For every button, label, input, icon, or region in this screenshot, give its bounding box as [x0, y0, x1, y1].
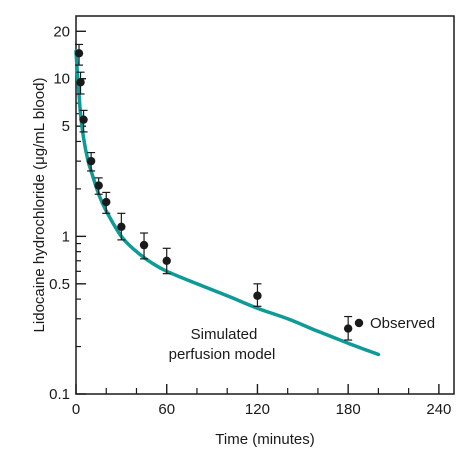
legend-observed-marker: [354, 318, 364, 328]
observed-point: [343, 315, 353, 341]
legend: Observed: [354, 315, 435, 332]
y-tick-label: 5: [62, 118, 70, 135]
x-tick-label: 60: [158, 401, 175, 418]
legend-observed-label: Observed: [370, 315, 435, 332]
model-annotation: Simulated perfusion model: [169, 326, 276, 363]
y-tick-label: 20: [53, 23, 70, 40]
observed-point: [76, 71, 85, 95]
observed-point: [74, 43, 84, 66]
plot-border: [75, 15, 455, 395]
x-tick-label: 240: [426, 401, 451, 418]
x-tick-label: 0: [72, 401, 80, 418]
observed-point-marker: [253, 291, 262, 300]
plot-frame: [75, 15, 455, 395]
y-tick-label: 0.1: [49, 386, 70, 403]
y-tick-label: 1: [62, 228, 70, 245]
observed-point: [79, 109, 88, 133]
observed-point-marker: [162, 256, 171, 265]
model-annotation-line-1: Simulated: [191, 326, 258, 343]
observed-point-marker: [79, 115, 88, 124]
x-tick-label: 180: [336, 401, 361, 418]
model-annotation-line-2: perfusion model: [169, 346, 276, 363]
observed-point-marker: [74, 49, 84, 58]
observed-point-marker: [117, 222, 126, 231]
y-axis-title: Lidocaine hydrochloride (μg/mL blood): [31, 78, 48, 333]
observed-point: [253, 283, 262, 307]
observed-point: [102, 191, 111, 214]
observed-point-marker: [102, 197, 111, 207]
observed-point: [86, 151, 96, 172]
observed-point-marker: [94, 181, 103, 190]
simulated-model-line: [74, 49, 381, 357]
y-tick-label: 10: [53, 71, 70, 88]
observed-points-layer: [74, 43, 353, 341]
x-axis-title: Time (minutes): [215, 431, 314, 448]
observed-point: [162, 247, 171, 275]
x-axis: 0 60 120 180 240: [72, 384, 451, 418]
observed-point-marker: [86, 156, 96, 166]
observed-point: [139, 232, 149, 260]
observed-point-marker: [139, 240, 149, 250]
observed-point-marker: [76, 78, 85, 87]
observed-point: [94, 177, 103, 195]
simulated-model-layer: [74, 49, 381, 357]
y-tick-label: 0.5: [49, 276, 70, 293]
observed-point-marker: [343, 324, 353, 333]
observed-point: [117, 212, 126, 241]
x-tick-label: 120: [245, 401, 270, 418]
